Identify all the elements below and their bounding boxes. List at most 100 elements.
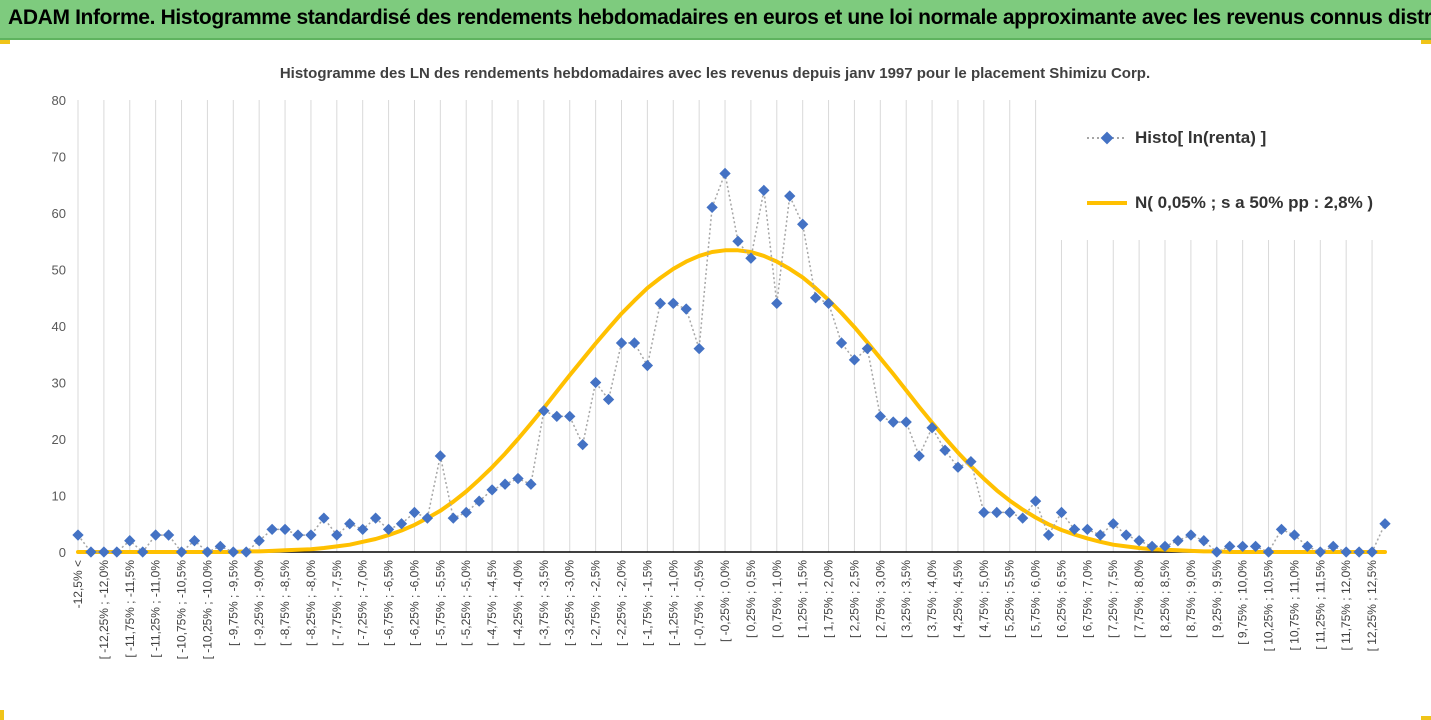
histogram-point (835, 337, 848, 349)
histogram-point (693, 342, 705, 355)
histogram-point (978, 506, 990, 519)
histogram-point (680, 303, 692, 315)
histogram-point (732, 235, 744, 247)
histogram-point (72, 529, 84, 541)
x-tick-label: [ 11,75% ; 12,0% (1339, 560, 1353, 651)
legend-histo-diamond-icon (1100, 131, 1114, 145)
x-tick-label: [ 1,25% ; 1,5% (796, 560, 810, 638)
histogram-point (512, 472, 524, 485)
y-tick-label: 50 (52, 263, 66, 278)
x-tick-label: [ -9,75% ; -9,5% (226, 560, 240, 646)
x-tick-label: [ -1,25% ; -1,0% (666, 560, 680, 646)
legend-keys (1087, 131, 1127, 205)
histogram-point (1262, 546, 1275, 558)
legend-histo-label: Histo[ ln(renta) ] (1135, 128, 1267, 147)
x-tick-label: [ -3,75% ; -3,5% (537, 560, 551, 646)
y-tick-label: 30 (52, 376, 66, 391)
histogram-point (331, 529, 343, 541)
y-tick-label: 20 (52, 432, 66, 447)
y-axis: 0 10 20 30 40 50 60 70 80 (52, 93, 66, 560)
histogram-chart: Histogramme des LN des rendements hebdom… (52, 65, 1391, 660)
x-tick-label: [ 3,25% ; 3,5% (899, 560, 913, 638)
x-tick-label: [ -11,25% ; -11,0% (149, 560, 163, 658)
histogram-point (369, 512, 382, 524)
histogram-point (758, 184, 770, 197)
histogram-point (499, 478, 511, 490)
histogram-point (473, 495, 485, 507)
histogram-point (1211, 546, 1223, 558)
histogram-point (1185, 529, 1197, 541)
histogram-point (1107, 518, 1119, 530)
histogram-point (149, 529, 162, 541)
x-tick-label: [ 8,25% ; 8,5% (1158, 560, 1172, 638)
histogram-point (305, 529, 317, 541)
y-tick-label: 0 (59, 545, 66, 560)
x-tick-label: [ -8,75% ; -8,5% (278, 560, 292, 646)
frame-corner-top-right (1421, 40, 1431, 44)
histogram-point (1379, 518, 1391, 530)
histogram-point (1004, 506, 1016, 519)
histogram-point (848, 354, 861, 366)
histogram-point (1224, 540, 1236, 553)
x-tick-label: [ -9,25% ; -9,0% (252, 560, 266, 646)
histogram-point (266, 523, 278, 536)
histogram-point (1133, 535, 1145, 547)
histogram-point (201, 546, 214, 558)
histogram-point (1236, 540, 1249, 553)
x-tick-label: [ 6,25% ; 6,5% (1054, 560, 1068, 638)
histogram-point (797, 218, 809, 230)
y-tick-label: 70 (52, 150, 66, 165)
x-tick-label: [ -2,75% ; -2,5% (589, 560, 603, 646)
histogram-point (98, 546, 110, 558)
histogram-point (667, 297, 679, 310)
histogram-point (1055, 506, 1068, 519)
histogram-point (564, 410, 576, 423)
x-tick-label: [ 2,25% ; 2,5% (847, 560, 861, 638)
histogram-point (887, 416, 899, 428)
histogram-point (85, 546, 97, 558)
histogram-point (538, 405, 550, 417)
x-tick-label: [ 7,75% ; 8,0% (1132, 560, 1146, 638)
histogram-point (525, 478, 537, 490)
histogram-point (1301, 540, 1314, 553)
histogram-point (615, 337, 628, 349)
histogram-point (1314, 546, 1326, 558)
histogram-point (926, 422, 938, 434)
histogram-point (111, 546, 123, 558)
histogram-point (1029, 495, 1042, 507)
histogram-point (1081, 523, 1094, 536)
histogram-point (589, 376, 602, 389)
normal-curve-line (76, 248, 1387, 554)
histogram-point (1366, 546, 1378, 558)
histogram-point (822, 297, 835, 310)
legend-normal-label: N( 0,05% ; s a 50% pp : 2,8% ) (1135, 193, 1374, 212)
histogram-point (861, 342, 874, 355)
histogram-point (771, 297, 783, 310)
histogram-point (1042, 529, 1055, 541)
histogram-point (395, 518, 408, 530)
histogram-point (344, 518, 356, 530)
histogram-point (913, 450, 925, 462)
histogram-point (952, 461, 964, 473)
x-tick-label: [ -6,75% ; -6,5% (382, 560, 396, 646)
histogram-point (551, 410, 563, 423)
x-tick-label: [ 10,75% ; 11,0% (1287, 560, 1301, 651)
histogram-point (874, 410, 886, 423)
histogram-point (784, 190, 796, 202)
x-tick-label: [ 8,75% ; 9,0% (1184, 560, 1198, 638)
x-tick-label: [ 0,25% ; 0,5% (744, 560, 758, 638)
histogram-point (292, 529, 304, 541)
histogram-point (1327, 540, 1339, 553)
histogram-point (227, 546, 239, 558)
histogram-point (1340, 546, 1352, 558)
title-banner: ADAM Informe. Histogramme standardisé de… (0, 0, 1431, 40)
histogram-point (939, 444, 951, 456)
x-tick-label: [ -4,25% ; -4,0% (511, 560, 525, 646)
histogram-point (240, 546, 252, 558)
histogram-point (965, 455, 977, 468)
histogram-point (357, 523, 369, 536)
histogram-point (214, 540, 227, 553)
x-tick-label: [ 12,25% ; 12,5% (1365, 560, 1379, 652)
x-tick-label: [ -10,25% ; -10,0% (200, 560, 214, 660)
x-tick-label: [ -12,25% ; -12,0% (97, 560, 111, 660)
